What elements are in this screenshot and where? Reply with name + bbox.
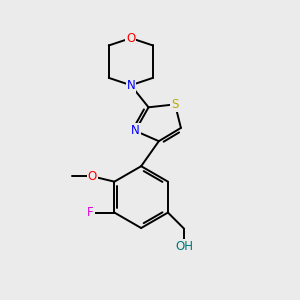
Text: N: N <box>131 124 140 137</box>
Text: S: S <box>171 98 179 111</box>
Text: F: F <box>87 206 94 219</box>
Text: O: O <box>126 32 136 45</box>
Text: O: O <box>88 170 97 183</box>
Text: N: N <box>127 79 135 92</box>
Text: OH: OH <box>175 240 193 253</box>
